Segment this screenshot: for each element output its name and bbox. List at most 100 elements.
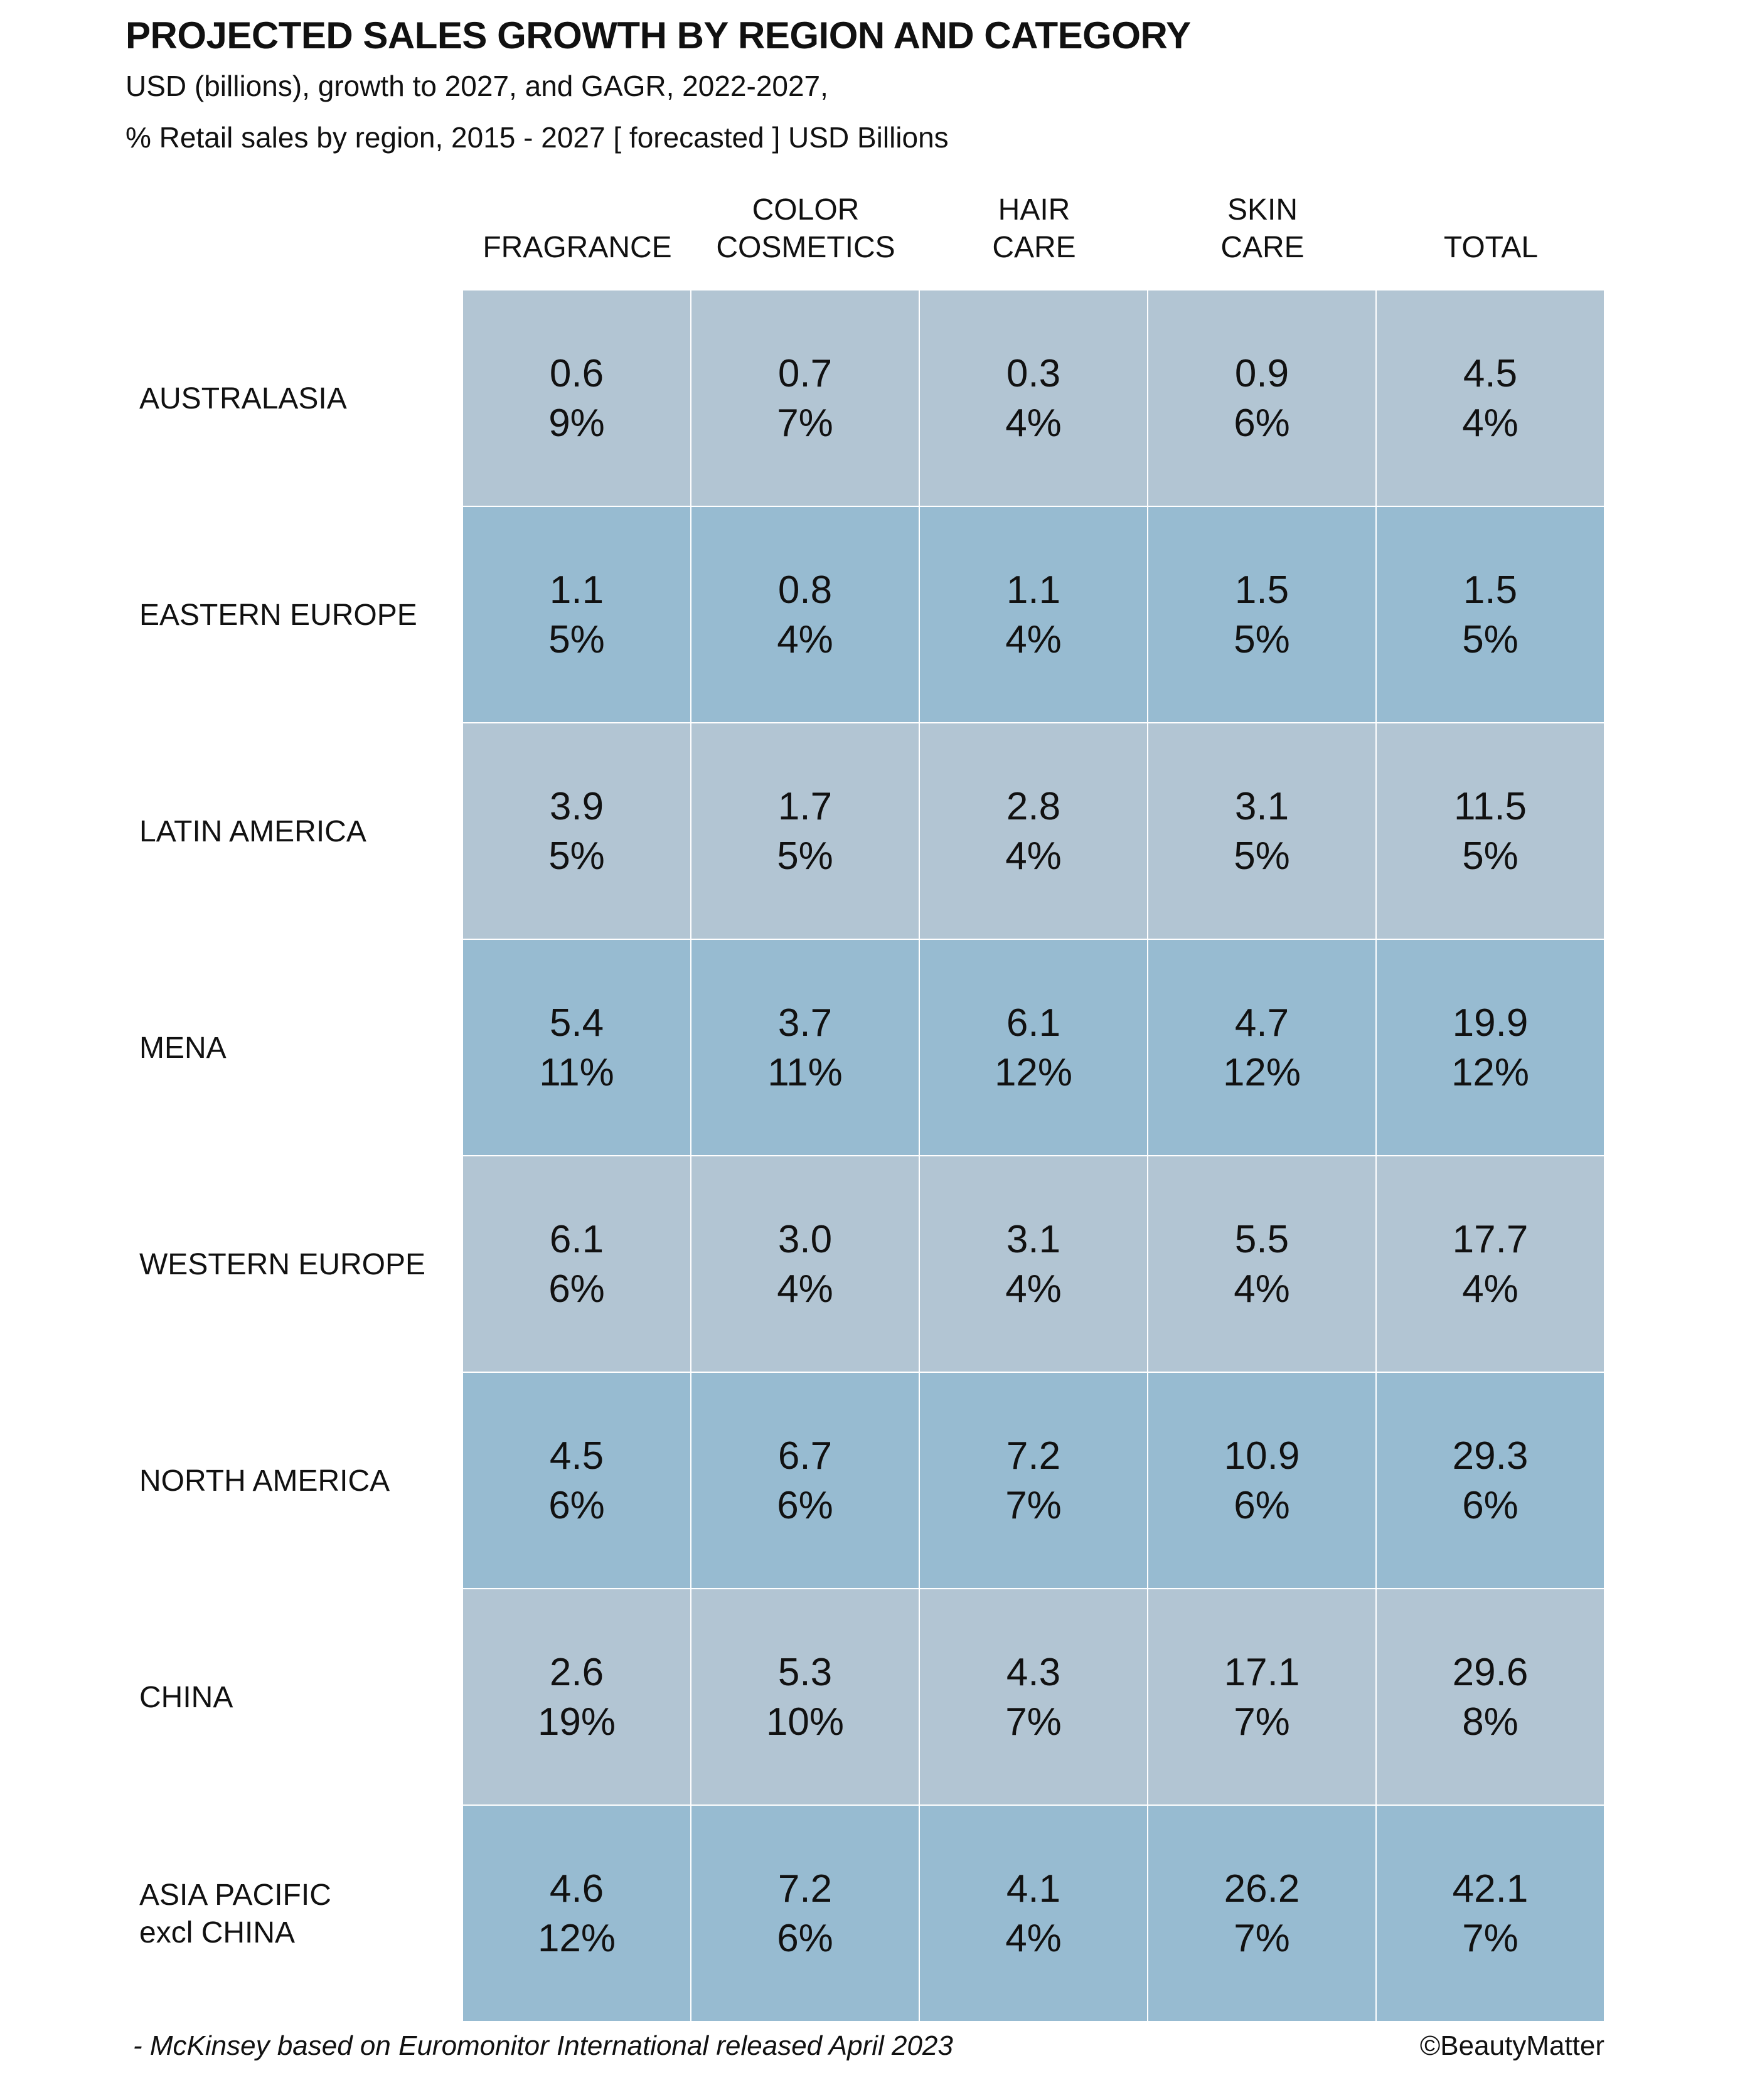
table-cell: 6.7 6% — [691, 1373, 919, 1588]
cell-value: 3.9 — [549, 784, 604, 828]
table-cell: 4.5 6% — [463, 1373, 690, 1588]
column-header-line-1: HAIR — [998, 193, 1070, 227]
table-cell: 1.7 5% — [691, 723, 919, 939]
cell-value: 4.6 — [549, 1867, 604, 1911]
cell-value: 7.2 — [777, 1867, 833, 1911]
column-header-line-2: FRAGRANCE — [483, 231, 672, 264]
cell-value: 10.9 — [1224, 1434, 1300, 1478]
cell-cagr: 5% — [1462, 617, 1518, 661]
table-cell: 5.5 4% — [1148, 1156, 1375, 1372]
table-cell: 3.0 4% — [691, 1156, 919, 1372]
table-cell: 5.3 10% — [691, 1589, 919, 1804]
cell-value: 4.5 — [549, 1434, 604, 1478]
table-cell: 7.2 6% — [691, 1806, 919, 2021]
cell-cagr: 4% — [1005, 1267, 1062, 1311]
cell-cagr: 12% — [537, 1916, 616, 1960]
column-header-line-1: COLOR — [752, 193, 860, 227]
cell-value: 4.3 — [1006, 1650, 1061, 1694]
column-header: SKIN CARE — [1148, 191, 1377, 267]
table-cell: 11.5 5% — [1377, 723, 1604, 939]
cell-value: 3.1 — [1234, 784, 1289, 828]
cell-cagr: 5% — [548, 617, 605, 661]
page-title: PROJECTED SALES GROWTH BY REGION AND CAT… — [125, 14, 1191, 56]
cell-cagr: 5% — [1234, 834, 1290, 878]
table-cell: 42.1 7% — [1377, 1806, 1604, 2021]
row-label: ASIA PACIFIC excl CHINA — [139, 1806, 453, 2022]
copyright-credit: ©BeautyMatter — [1419, 2030, 1604, 2061]
cell-value: 6.7 — [777, 1434, 833, 1478]
cell-cagr: 12% — [994, 1050, 1073, 1094]
table-cell: 4.3 7% — [920, 1589, 1147, 1804]
cell-value: 11.5 — [1453, 784, 1527, 828]
cell-value: 4.5 — [1463, 351, 1518, 395]
cell-value: 26.2 — [1224, 1867, 1300, 1911]
cell-value: 29.3 — [1452, 1434, 1529, 1478]
table-cell: 4.6 12% — [463, 1806, 690, 2021]
cell-cagr: 5% — [777, 834, 833, 878]
table-cell: 6.1 6% — [463, 1156, 690, 1372]
table-cell: 0.3 4% — [920, 290, 1147, 506]
row-label-line-1: WESTERN EUROPE — [139, 1247, 426, 1281]
row-label-line-1: CHINA — [139, 1680, 233, 1714]
row-label: WESTERN EUROPE — [139, 1156, 453, 1373]
cell-value: 0.7 — [777, 351, 833, 395]
cell-value: 3.0 — [777, 1217, 833, 1261]
table-cell: 1.5 5% — [1377, 507, 1604, 722]
table-cell: 5.4 11% — [463, 940, 690, 1155]
row-label-line-1: ASIA PACIFIC — [139, 1878, 331, 1912]
table-cell: 1.1 4% — [920, 507, 1147, 722]
table-cell: 19.9 12% — [1377, 940, 1604, 1155]
cell-cagr: 6% — [1234, 401, 1290, 445]
source-note: - McKinsey based on Euromonitor Internat… — [133, 2030, 953, 2061]
cell-value: 0.8 — [777, 568, 833, 612]
table-cell: 1.1 5% — [463, 507, 690, 722]
cell-cagr: 6% — [548, 1483, 605, 1527]
cell-value: 6.1 — [1006, 1001, 1061, 1045]
cell-value: 19.9 — [1452, 1001, 1529, 1045]
table-cell: 6.1 12% — [920, 940, 1147, 1155]
cell-cagr: 5% — [548, 834, 605, 878]
row-label-line-2: excl CHINA — [139, 1916, 296, 1949]
table-cell: 3.9 5% — [463, 723, 690, 939]
row-label-line-1: NORTH AMERICA — [139, 1464, 390, 1498]
table-cell: 3.1 4% — [920, 1156, 1147, 1372]
cell-cagr: 6% — [777, 1916, 833, 1960]
cell-cagr: 5% — [1462, 834, 1518, 878]
cell-cagr: 19% — [537, 1700, 616, 1744]
cell-value: 17.1 — [1224, 1650, 1300, 1694]
table-cell: 2.6 19% — [463, 1589, 690, 1804]
cell-cagr: 6% — [548, 1267, 605, 1311]
cell-value: 1.1 — [1006, 568, 1061, 612]
table-cell: 10.9 6% — [1148, 1373, 1375, 1588]
column-header: COLOR COSMETICS — [691, 191, 920, 267]
cell-cagr: 6% — [777, 1483, 833, 1527]
table-cell: 0.9 6% — [1148, 290, 1375, 506]
cell-cagr: 4% — [1005, 1916, 1062, 1960]
table-cell: 4.1 4% — [920, 1806, 1147, 2021]
table-cell: 1.5 5% — [1148, 507, 1375, 722]
subtitle-line-2: % Retail sales by region, 2015 - 2027 [ … — [125, 121, 949, 154]
table-cell: 2.8 4% — [920, 723, 1147, 939]
cell-cagr: 4% — [777, 1267, 833, 1311]
cell-cagr: 8% — [1462, 1700, 1518, 1744]
cell-value: 1.1 — [549, 568, 604, 612]
cell-cagr: 10% — [766, 1700, 845, 1744]
cell-value: 0.6 — [549, 351, 604, 395]
cell-cagr: 7% — [1234, 1916, 1290, 1960]
cell-cagr: 7% — [1234, 1700, 1290, 1744]
cell-value: 1.7 — [777, 784, 833, 828]
table-cell: 0.8 4% — [691, 507, 919, 722]
cell-cagr: 4% — [1005, 617, 1062, 661]
cell-cagr: 4% — [1005, 834, 1062, 878]
cell-cagr: 9% — [548, 401, 605, 445]
cell-cagr: 5% — [1234, 617, 1290, 661]
table-cell: 4.5 4% — [1377, 290, 1604, 506]
row-label-line-1: EASTERN EUROPE — [139, 598, 417, 632]
cell-cagr: 7% — [777, 401, 833, 445]
cell-value: 4.1 — [1006, 1867, 1061, 1911]
table-cell: 4.7 12% — [1148, 940, 1375, 1155]
column-header-line-1: SKIN — [1227, 193, 1298, 227]
row-label: CHINA — [139, 1589, 453, 1806]
row-label: AUSTRALASIA — [139, 290, 453, 507]
table-cell: 3.1 5% — [1148, 723, 1375, 939]
